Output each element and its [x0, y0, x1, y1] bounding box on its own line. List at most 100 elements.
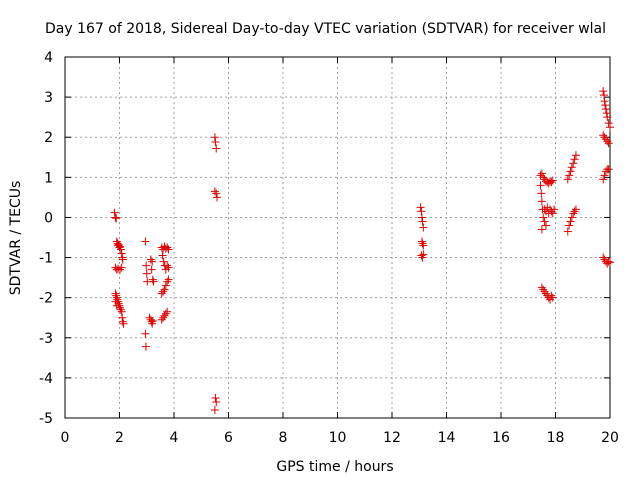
y-tick-label: 4	[44, 50, 53, 66]
data-point	[164, 275, 173, 284]
data-point	[419, 250, 428, 259]
data-point	[550, 205, 559, 214]
x-tick-label: 0	[61, 430, 70, 446]
data-point	[548, 176, 557, 185]
data-point	[213, 193, 222, 202]
x-axis-label: GPS time / hours	[276, 459, 393, 475]
data-point	[567, 213, 576, 222]
data-point	[211, 138, 220, 147]
data-point	[141, 342, 150, 351]
x-tick-label: 10	[329, 430, 347, 446]
data-point	[112, 301, 121, 310]
data-point	[565, 171, 574, 180]
data-point	[159, 287, 168, 296]
data-point	[418, 217, 427, 226]
data-point	[600, 133, 609, 142]
y-axis-label: SDTVAR / TECUs	[8, 181, 24, 296]
data-point	[601, 135, 610, 144]
y-tick-label: 0	[44, 210, 53, 226]
data-point	[604, 165, 613, 174]
data-point	[212, 189, 221, 198]
data-point	[163, 307, 172, 316]
data-point	[569, 209, 578, 218]
x-tick-label: 18	[547, 430, 565, 446]
data-point	[417, 207, 426, 216]
data-point	[599, 175, 608, 184]
data-point	[112, 293, 121, 302]
data-point	[148, 275, 157, 284]
data-point	[117, 263, 126, 272]
data-point	[540, 287, 549, 296]
data-point	[536, 181, 545, 190]
data-point	[160, 285, 169, 294]
data-point	[116, 245, 125, 254]
data-point	[417, 213, 426, 222]
data-point	[113, 295, 122, 304]
data-point	[567, 163, 576, 172]
x-tick-label: 20	[601, 430, 619, 446]
data-point	[539, 173, 548, 182]
data-point	[601, 105, 610, 114]
data-point	[563, 175, 572, 184]
data-point	[547, 178, 556, 187]
data-point	[600, 91, 609, 100]
data-point	[110, 208, 119, 217]
data-point	[211, 393, 220, 402]
data-point	[566, 217, 575, 226]
data-point	[606, 123, 614, 132]
data-point	[602, 109, 611, 118]
y-tick-label: 2	[44, 130, 53, 146]
data-point	[111, 213, 120, 222]
data-point	[604, 257, 613, 266]
data-point	[571, 205, 580, 214]
y-tick-label: -5	[39, 411, 53, 427]
data-point	[164, 263, 173, 272]
data-point	[548, 209, 557, 218]
data-point	[537, 169, 546, 178]
data-point	[114, 264, 123, 273]
data-point	[604, 119, 613, 128]
y-tick-label: -3	[39, 331, 53, 347]
data-point	[116, 305, 125, 314]
data-point	[158, 251, 167, 260]
data-point	[161, 309, 170, 318]
data-point	[599, 131, 608, 140]
chart-title: Day 167 of 2018, Sidereal Day-to-day VTE…	[45, 21, 606, 37]
data-point	[419, 223, 428, 232]
data-point	[539, 285, 548, 294]
y-tick-label: -2	[39, 291, 53, 307]
x-tick-label: 12	[383, 430, 401, 446]
data-point	[570, 207, 579, 216]
y-tick-label: -1	[39, 251, 53, 267]
data-point	[146, 315, 155, 324]
data-point	[541, 289, 550, 298]
data-point	[571, 151, 580, 160]
data-point	[159, 313, 168, 322]
data-point	[417, 251, 426, 260]
data-point	[212, 397, 221, 406]
data-point	[603, 113, 612, 122]
data-point	[604, 139, 613, 148]
data-point	[118, 253, 127, 262]
y-tick-label: 1	[44, 170, 53, 186]
data-point	[141, 329, 150, 338]
data-point	[163, 261, 172, 270]
data-point	[141, 237, 150, 246]
data-point	[606, 258, 614, 267]
x-tick-label: 4	[170, 430, 179, 446]
data-point	[210, 133, 219, 142]
grid-lines	[65, 57, 610, 418]
data-point	[149, 277, 158, 286]
data-point	[600, 97, 609, 106]
data-point	[147, 317, 156, 326]
data-point	[164, 245, 173, 254]
data-point	[160, 311, 169, 320]
data-point	[159, 257, 168, 266]
data-point	[569, 159, 578, 168]
data-point	[114, 241, 123, 250]
data-point	[147, 265, 156, 274]
data-point	[112, 291, 121, 300]
data-point	[210, 187, 219, 196]
y-tick-label: 3	[44, 90, 53, 106]
data-point	[116, 303, 125, 312]
